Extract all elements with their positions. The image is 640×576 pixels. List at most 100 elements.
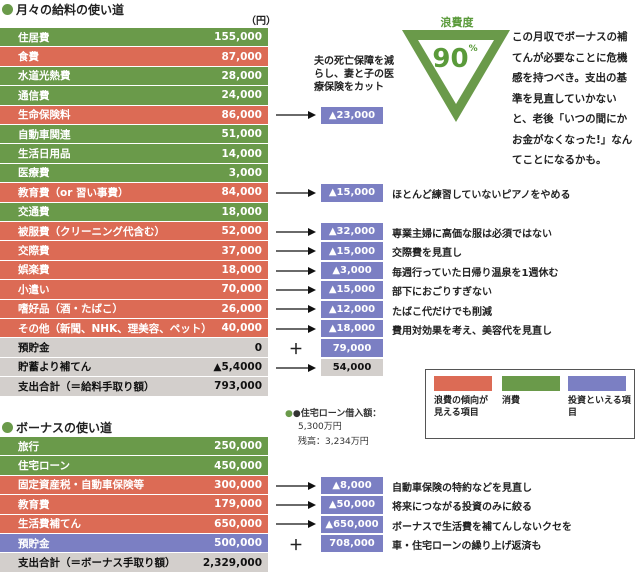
loan-title-text: ●住宅ローン借入額：: [292, 409, 382, 419]
row-label: その他（新聞、NHK、理美容、ペット）: [18, 322, 212, 335]
row-label: 娯楽費: [18, 264, 50, 277]
row-label: 水道光熱費: [18, 70, 71, 83]
row-label: 自動車関連: [18, 128, 71, 141]
adjustment-value: ▲650,000: [321, 515, 383, 533]
row-value: 51,000: [221, 128, 262, 141]
waste-label: 浪費度: [440, 16, 474, 29]
legend-swatch: [502, 376, 560, 391]
arrow-right-icon: [276, 363, 316, 372]
row-value: 450,000: [214, 459, 262, 472]
row-value: 24,000: [221, 89, 262, 102]
row-label: 交際費: [18, 245, 50, 258]
adjustment-value: ▲15,000: [321, 184, 383, 202]
bonus-title-text: ボーナスの使い道: [16, 421, 113, 435]
arrow-right-icon: [276, 520, 316, 529]
adjustment-note: 車・住宅ローンの繰り上げ返済も: [392, 541, 542, 552]
adjustment-value: ▲23,000: [321, 106, 383, 124]
loan-amount: 5,300万円: [298, 422, 342, 432]
row-value: 70,000: [221, 283, 262, 296]
adjustment-value: ▲12,000: [321, 300, 383, 318]
row-value: ▲5,4000: [213, 360, 262, 373]
waste-triangle-icon: [402, 30, 510, 122]
row-label: 固定資産税・自動車保険等: [18, 479, 144, 492]
table-row: 医療費 3,000: [0, 163, 268, 184]
table-row: 支出合計（＝給料手取り額） 793,000: [0, 377, 268, 397]
adjustment-note: 交際費を見直し: [392, 248, 462, 260]
table-row: 支出合計（＝ボーナス手取り額） 2,329,000: [0, 553, 268, 573]
row-label: 支出合計（＝給料手取り額）: [18, 380, 155, 393]
row-label: 交通費: [18, 206, 50, 219]
arrow-right-icon: [276, 247, 316, 256]
arrow-right-icon: [276, 266, 316, 275]
adjustment-value: ▲32,000: [321, 223, 383, 241]
table-row: 娯楽費 18,000: [0, 260, 268, 281]
plus-icon: ＋: [289, 537, 303, 554]
legend: 浪費の傾向が見える項目 消費 投資といえる項目: [425, 369, 635, 439]
table-row: 自動車関連 51,000: [0, 125, 268, 145]
unit-label: （円）: [246, 16, 276, 27]
table-row: 水道光熱費 28,000: [0, 66, 268, 87]
row-label: 預貯金: [18, 342, 50, 355]
row-value: 3,000: [228, 166, 262, 179]
table-row: 生活日用品 14,000: [0, 144, 268, 164]
arrow-right-icon: [276, 324, 316, 333]
adjustment-value: ▲50,000: [321, 496, 383, 514]
row-value: 179,000: [214, 498, 262, 511]
legend-swatch: [434, 376, 492, 391]
row-value: 52,000: [221, 225, 262, 238]
row-label: 小遣い: [18, 283, 50, 296]
row-value: 86,000: [221, 108, 262, 121]
adjustment-note: たばこ代だけでも削減: [392, 306, 492, 318]
row-value: 250,000: [214, 440, 262, 453]
salary-section-title: 月々の給料の使い道: [2, 1, 124, 18]
table-row: 預貯金 500,000: [0, 534, 268, 554]
arrow-right-icon: [276, 111, 316, 120]
row-value: 14,000: [221, 147, 262, 160]
table-row: 教育費（or 習い事費） 84,000: [0, 183, 268, 203]
row-label: 旅行: [18, 440, 39, 453]
row-label: 支出合計（＝ボーナス手取り額）: [18, 557, 176, 570]
row-label: 通信費: [18, 89, 50, 102]
row-label: 預貯金: [18, 537, 50, 550]
table-row: 通信費 24,000: [0, 86, 268, 106]
row-value: 37,000: [221, 244, 262, 257]
plus-icon: ＋: [289, 342, 303, 359]
bullet-dot-icon: [2, 4, 13, 15]
table-row: 住宅ローン 450,000: [0, 456, 268, 476]
table-row: その他（新聞、NHK、理美容、ペット） 40,000: [0, 319, 268, 339]
waste-comment: この月収でボーナスの補てんが必要なことに危機感を持つべき。支出の基準を見直してい…: [512, 31, 633, 166]
bonus-section-title: ボーナスの使い道: [2, 419, 112, 436]
row-label: 教育費: [18, 498, 50, 511]
table-row: 交際費 37,000: [0, 241, 268, 261]
arrow-right-icon: [276, 481, 316, 490]
adjustment-value: ▲8,000: [321, 476, 383, 495]
arrow-right-icon: [276, 500, 316, 509]
table-row: 小遣い 70,000: [0, 280, 268, 300]
row-value: 18,000: [221, 263, 262, 276]
table-row: 被服費（クリーニング代含む） 52,000: [0, 222, 268, 242]
adjustment-note: 費用対効果を考え、美容代を見直し: [392, 326, 552, 337]
row-label: 教育費（or 習い事費）: [18, 186, 129, 199]
table-row: 食費 87,000: [0, 47, 268, 67]
table-row: 交通費 18,000: [0, 202, 268, 222]
row-value: 793,000: [214, 380, 262, 393]
table-row: 教育費 179,000: [0, 495, 268, 515]
loan-remaining: 残高：3,234万円: [298, 437, 369, 447]
salary-title-text: 月々の給料の使い道: [16, 3, 125, 17]
table-row: 預貯金 0: [0, 338, 268, 358]
arrow-right-icon: [276, 188, 316, 197]
table-row: 嗜好品（酒・たばこ） 26,000: [0, 299, 268, 319]
legend-label: 投資といえる項目: [568, 396, 631, 418]
adjustment-note: ほとんど練習していないピアノをやめる: [392, 190, 571, 202]
row-value: 84,000: [221, 186, 262, 199]
row-label: 生命保険料: [18, 109, 71, 122]
legend-label: 消費: [502, 396, 521, 406]
adjustment-note: 将来につながる投資のみに絞る: [392, 502, 532, 514]
legend-swatch: [568, 376, 626, 391]
table-row: 貯蓄より補てん ▲5,4000: [0, 357, 268, 378]
arrow-right-icon: [276, 305, 316, 314]
row-label: 生活日用品: [18, 148, 71, 161]
table-row: 固定資産税・自動車保険等 300,000: [0, 475, 268, 496]
row-value: 155,000: [214, 31, 262, 44]
table-row: 生命保険料 86,000: [0, 105, 268, 125]
